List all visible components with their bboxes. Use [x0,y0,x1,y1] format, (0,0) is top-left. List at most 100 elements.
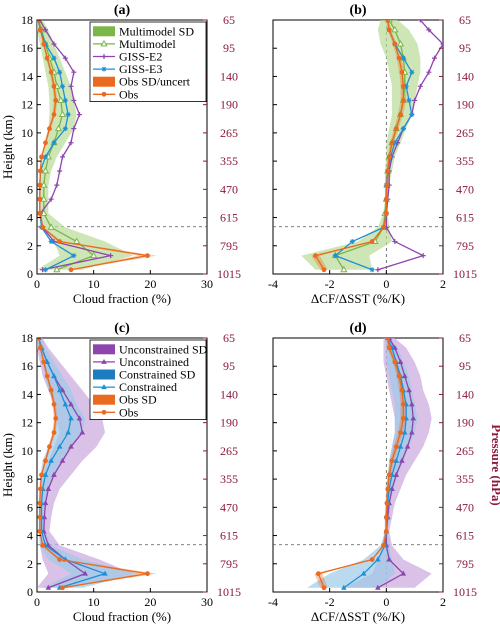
x-tick-label: 2 [440,595,446,609]
pressure-tick-label: 95 [459,41,471,55]
y-tick-label: 10 [21,126,33,140]
data-point-obs [51,401,57,407]
data-point-constrained [393,457,400,463]
legend-label: Obs SD/uncert [119,75,191,89]
data-point-unconstrained [68,401,74,407]
data-point-giss-e2 [71,97,77,103]
data-point-multimodel [57,96,65,103]
data-point-obs [48,387,54,393]
legend-marker [101,384,107,390]
legend-label: Obs [119,87,139,101]
x-tick-label: -2 [325,277,335,291]
data-point-giss-e2 [57,168,63,174]
data-point-giss-e3 [409,112,415,118]
legend-label: Obs SD [119,393,157,407]
pressure-tick-label: 65 [459,13,471,27]
data-point-obs [43,140,48,146]
data-point-multimodel [53,265,61,273]
data-point-obs [321,585,327,591]
data-point-constrained [56,443,63,449]
panel-a: (a) Cloud fraction (%) Height (km) 0 2 4 6 8… [0,3,241,306]
x-axis-label: Cloud fraction (%) [73,291,171,306]
data-point-obs [60,585,65,591]
data-point-unconstrained [68,443,74,449]
y-tick-label: 8 [27,472,33,486]
legend-label: GISS-E2 [119,50,162,64]
data-point-unconstrained [399,457,405,463]
data-point-obs [145,571,150,577]
x-axis-label: ΔCF/ΔSST (%/K) [311,609,405,624]
legend-marker [100,39,108,47]
pressure-tick-label: 1015 [217,585,241,599]
data-point-obs [57,557,63,562]
legend-swatch [93,394,115,405]
data-point-obs [47,126,52,132]
y-tick-label: 8 [27,154,33,168]
pressure-tick-label: 355 [456,154,474,168]
data-point-unconstrained [386,556,392,562]
data-point-obs [44,55,50,61]
data-point-obs [398,430,403,435]
legend-marker [101,91,107,97]
x-tick-label: -2 [325,595,335,609]
y-tick-label: 10 [21,444,33,458]
data-point-giss-e3 [332,253,338,259]
legend-marker [101,409,107,415]
x-axis-label: ΔCF/ΔSST (%/K) [311,291,405,306]
data-point-unconstrained [51,471,57,477]
pressure-tick-label: 470 [220,500,238,514]
data-point-obs [398,112,403,117]
y-tick-label: 18 [21,331,33,345]
data-point-obs [39,154,44,160]
data-point-obs [396,373,402,379]
y-tick-label: 12 [21,416,33,430]
data-point-unconstrained [410,415,417,421]
pressure-tick-label: 95 [223,359,235,373]
data-point-giss-e3 [349,239,355,245]
data-point-giss-e3 [43,267,48,273]
data-point-multimodel [73,237,81,245]
data-point-obs [41,41,47,47]
pressure-tick-label: 1015 [453,267,477,281]
x-tick-label: 0 [34,277,40,291]
pressure-tick-label: 355 [220,472,238,486]
data-point-constrained [65,429,71,435]
data-point-giss-e3 [60,83,65,89]
legend-marker [101,66,107,72]
data-point-giss-e2 [375,267,381,273]
data-point-giss-e2 [417,20,423,23]
data-point-giss-e3 [392,140,398,146]
y-tick-label: 12 [21,98,33,112]
data-point-unconstrained [76,415,83,421]
pressure-tick-label: 140 [456,387,474,401]
legend-label: Obs [119,405,139,419]
legend-swatch [93,369,115,380]
panel-label: (c) [114,321,130,336]
y-tick-label: 16 [21,41,33,55]
data-point-giss-e3 [62,97,68,103]
data-point-obs [399,387,405,393]
legend-label: GISS-E3 [119,62,162,76]
x-tick-label: 0 [383,277,389,291]
data-point-giss-e2 [68,140,74,146]
data-point-obs [51,430,57,435]
data-point-obs [386,345,392,351]
legend-label: Constrained SD [119,368,196,382]
data-point-obs [385,486,391,492]
data-point-multimodel [41,166,50,174]
data-point-obs [38,486,43,492]
legend-swatch [93,344,115,355]
data-point-giss-e2 [432,55,437,61]
legend-label: Multimodel [119,37,176,51]
pressure-tick-label: 355 [220,154,238,168]
pressure-tick-label: 1015 [217,267,241,281]
data-point-obs [386,472,392,478]
pressure-tick-label: 65 [459,331,471,345]
data-point-obs [381,225,386,230]
data-point-obs [51,112,57,117]
pressure-tick-label: 795 [456,239,474,253]
pressure-tick-label: 615 [220,529,238,543]
data-point-obs [313,253,318,259]
pressure-tick-label: 355 [456,472,474,486]
data-point-obs [383,210,389,216]
